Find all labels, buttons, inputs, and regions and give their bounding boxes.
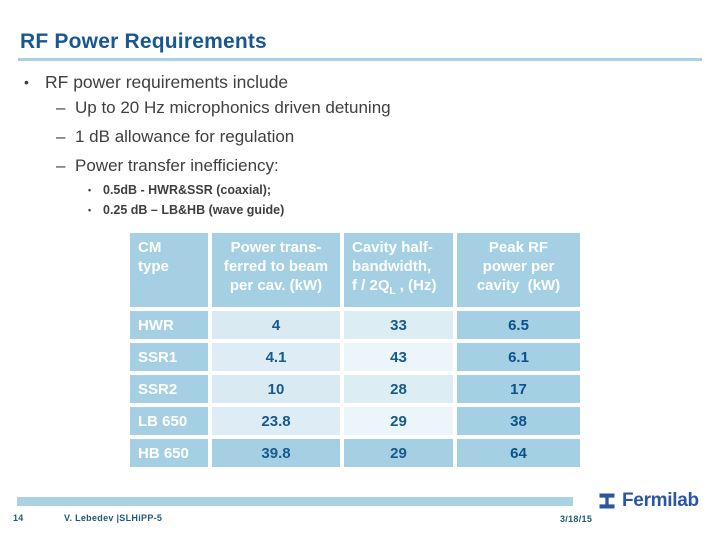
cell-cm-type: HWR: [130, 311, 208, 339]
fermilab-logo-text: Fermilab: [622, 489, 699, 511]
bullet-icon: •: [88, 205, 92, 215]
page-number: 14: [13, 513, 24, 523]
bullet-text: Up to 20 Hz microphonics driven detuning: [75, 98, 391, 117]
bullet-level3-coaxial: • 0.5dB - HWR&SSR (coaxial);: [88, 183, 271, 197]
cell-cm-type: HB 650: [130, 439, 208, 467]
header-cavity-half-bandwidth: Cavity half- bandwidth, f / 2QL , (Hz): [344, 233, 453, 307]
title-divider: [18, 58, 702, 61]
bullet-icon: •: [24, 74, 29, 90]
half-bandwidth-formula: f / 2QL , (Hz): [352, 277, 437, 297]
cell-half-bandwidth: 28: [344, 375, 453, 403]
bullet-text: RF power requirements include: [45, 72, 289, 92]
cell-peak-rf-power: 6.5: [457, 311, 580, 339]
table-row: HWR 4 33 6.5: [130, 311, 580, 339]
dash-icon: –: [56, 156, 66, 175]
cell-power-per-cav: 4.1: [212, 343, 340, 371]
footer-divider-bar: [17, 497, 573, 506]
bullet-text: 0.5dB - HWR&SSR (coaxial);: [103, 183, 272, 197]
header-power-transferred: Power trans- ferred to beam per cav. (kW…: [212, 233, 340, 307]
header-cm-type: CM type: [130, 233, 208, 307]
cell-cm-type: LB 650: [130, 407, 208, 435]
fermilab-logo: Fermilab: [597, 489, 699, 512]
cell-power-per-cav: 4: [212, 311, 340, 339]
cell-peak-rf-power: 38: [457, 407, 580, 435]
cell-power-per-cav: 23.8: [212, 407, 340, 435]
rf-power-table: CM type Power trans- ferred to beam per …: [126, 229, 584, 471]
dash-icon: –: [56, 127, 66, 146]
dash-icon: –: [56, 98, 66, 117]
footer-credit: V. Lebedev |SLHiPP-5: [64, 513, 163, 523]
bullet-level1: • RF power requirements include: [24, 72, 288, 93]
table-row: SSR2 10 28 17: [130, 375, 580, 403]
table-row: LB 650 23.8 29 38: [130, 407, 580, 435]
cell-half-bandwidth: 29: [344, 407, 453, 435]
table-row: HB 650 39.8 29 64: [130, 439, 580, 467]
cell-power-per-cav: 10: [212, 375, 340, 403]
cell-peak-rf-power: 17: [457, 375, 580, 403]
fermilab-logo-icon: [599, 493, 615, 508]
bullet-text: Power transfer inefficiency:: [75, 156, 279, 175]
bullet-text: 1 dB allowance for regulation: [75, 127, 295, 146]
bullet-level2-inefficiency: – Power transfer inefficiency:: [56, 156, 279, 176]
footer-date: 3/18/15: [560, 514, 593, 524]
page-title: RF Power Requirements: [20, 30, 267, 53]
header-peak-rf-power: Peak RF power per cavity (kW): [457, 233, 580, 307]
cell-half-bandwidth: 29: [344, 439, 453, 467]
cell-cm-type: SSR1: [130, 343, 208, 371]
bullet-icon: •: [88, 185, 92, 195]
bullet-level3-waveguide: • 0.25 dB – LB&HB (wave guide): [88, 203, 284, 217]
bullet-level2-regulation: – 1 dB allowance for regulation: [56, 127, 294, 147]
cell-peak-rf-power: 6.1: [457, 343, 580, 371]
cell-power-per-cav: 39.8: [212, 439, 340, 467]
table-header-row: CM type Power trans- ferred to beam per …: [130, 233, 580, 307]
bullet-text: 0.25 dB – LB&HB (wave guide): [103, 203, 285, 217]
bullet-level2-detuning: – Up to 20 Hz microphonics driven detuni…: [56, 98, 391, 118]
cell-cm-type: SSR2: [130, 375, 208, 403]
cell-half-bandwidth: 43: [344, 343, 453, 371]
cell-half-bandwidth: 33: [344, 311, 453, 339]
cell-peak-rf-power: 64: [457, 439, 580, 467]
table-row: SSR1 4.1 43 6.1: [130, 343, 580, 371]
